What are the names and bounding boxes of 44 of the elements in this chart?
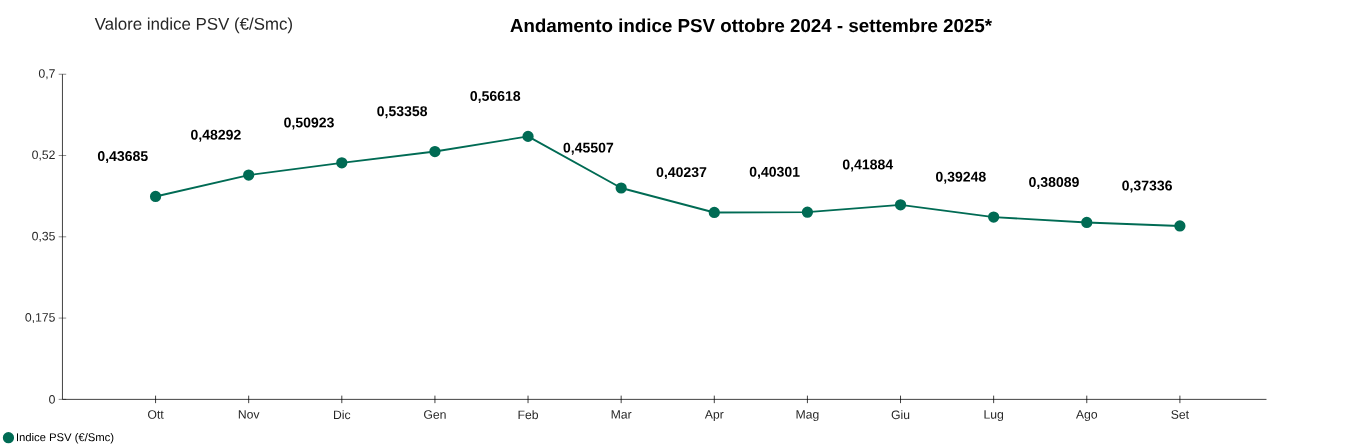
y-tick-label: 0,7 bbox=[38, 69, 55, 80]
point bbox=[894, 199, 907, 211]
legend-label: Indice PSV (€/Smc) bbox=[16, 432, 114, 444]
point bbox=[1174, 220, 1186, 232]
point bbox=[708, 206, 720, 218]
data-label: 0,50923 bbox=[284, 117, 334, 130]
point bbox=[336, 157, 348, 169]
point bbox=[522, 130, 534, 142]
data-label: 0,40301 bbox=[749, 166, 800, 179]
data-label: 0,37336 bbox=[1122, 180, 1172, 193]
data-label: 0,40237 bbox=[656, 167, 707, 179]
x-tick-label: Set bbox=[1171, 410, 1189, 419]
y-tick-label: 0,52 bbox=[32, 150, 55, 161]
data-label: 0,48292 bbox=[191, 129, 241, 142]
x-tick-label: Mag bbox=[796, 410, 819, 421]
x-tick-label: Dic bbox=[334, 410, 351, 419]
chart-title: Andamento indice PSV ottobre 2024 - settembre 2025* bbox=[510, 18, 993, 33]
x-tick-label: Gen bbox=[424, 410, 446, 419]
data-label: 0,56618 bbox=[470, 90, 521, 103]
x-tick-label: Ago bbox=[1075, 410, 1098, 421]
y-tick-label: 0,35 bbox=[32, 231, 55, 242]
x-tick-label: Nov bbox=[238, 410, 260, 419]
x-tick-label: Apr bbox=[704, 410, 724, 421]
point bbox=[1081, 216, 1093, 228]
x-tick-label: Giu bbox=[891, 410, 910, 419]
data-label: 0,45507 bbox=[563, 142, 614, 155]
x-tick-label: Mar bbox=[611, 410, 632, 419]
point bbox=[243, 169, 255, 181]
data-label: 0,53358 bbox=[377, 106, 428, 119]
y-tick-label: 0,175 bbox=[25, 312, 55, 323]
data-label: 0,41884 bbox=[842, 159, 894, 172]
point bbox=[429, 145, 441, 158]
point bbox=[988, 211, 1000, 223]
data-label: 0,43685 bbox=[97, 150, 148, 163]
y-tick-label: 0 bbox=[49, 394, 55, 404]
data-label: 0,39248 bbox=[936, 171, 986, 184]
point bbox=[149, 190, 162, 202]
point bbox=[615, 182, 627, 194]
data-label: 0,38089 bbox=[1029, 176, 1079, 189]
y-axis-title: Valore indice PSV (€/Smc) bbox=[94, 17, 292, 34]
point bbox=[801, 206, 814, 218]
x-tick-label: Feb bbox=[518, 410, 539, 419]
x-tick-label: Ott bbox=[148, 410, 164, 419]
x-tick-label: Lug bbox=[984, 410, 1004, 421]
